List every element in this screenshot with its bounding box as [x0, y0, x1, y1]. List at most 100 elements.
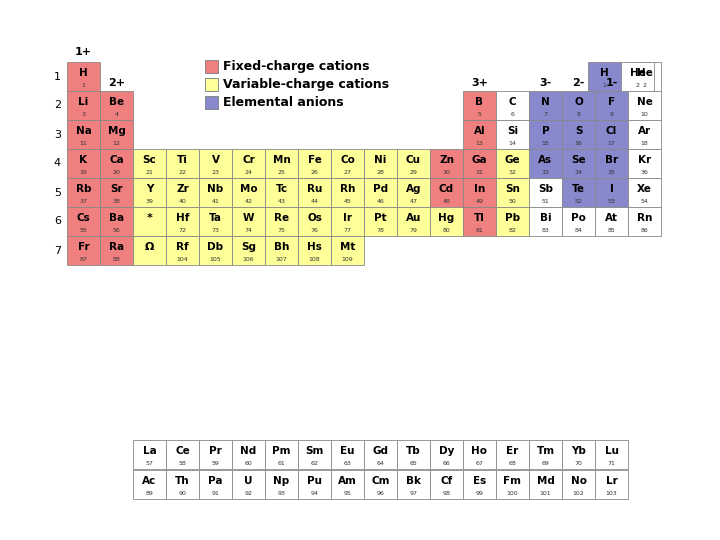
Bar — [463, 120, 496, 149]
Text: Pu: Pu — [307, 476, 322, 486]
Bar — [496, 178, 529, 207]
Text: 72: 72 — [179, 228, 186, 233]
Bar — [67, 62, 100, 91]
Text: 69: 69 — [541, 461, 549, 465]
Text: Rb: Rb — [76, 184, 91, 194]
Text: Pm: Pm — [272, 446, 291, 456]
Text: Sn: Sn — [505, 184, 520, 194]
Bar — [331, 470, 364, 499]
Text: *: * — [147, 213, 153, 222]
Text: 22: 22 — [179, 170, 186, 175]
Text: 1: 1 — [603, 83, 606, 87]
Bar — [67, 149, 100, 178]
Bar — [133, 178, 166, 207]
Text: 48: 48 — [443, 199, 451, 204]
Text: 104: 104 — [176, 256, 189, 262]
Bar — [67, 236, 100, 265]
Text: 2: 2 — [636, 83, 639, 87]
Text: 54: 54 — [641, 199, 649, 204]
Text: S: S — [575, 126, 582, 136]
Text: 14: 14 — [508, 141, 516, 146]
Bar — [166, 178, 199, 207]
Text: 18: 18 — [641, 141, 649, 146]
Text: Be: Be — [109, 97, 124, 107]
Text: Fixed-charge cations: Fixed-charge cations — [223, 60, 369, 73]
Bar — [199, 178, 232, 207]
Text: Au: Au — [406, 213, 421, 222]
Bar — [331, 207, 364, 236]
Text: 80: 80 — [443, 228, 451, 233]
Text: Tc: Tc — [276, 184, 287, 194]
Text: 83: 83 — [541, 228, 549, 233]
Bar — [463, 207, 496, 236]
Bar — [232, 207, 265, 236]
Text: 59: 59 — [212, 461, 220, 465]
Bar — [595, 440, 628, 469]
Bar — [397, 149, 430, 178]
Bar — [166, 149, 199, 178]
Text: Xe: Xe — [637, 184, 652, 194]
Bar — [364, 470, 397, 499]
Text: He: He — [636, 68, 652, 78]
Text: Tb: Tb — [406, 446, 421, 456]
Bar — [529, 440, 562, 469]
Bar — [166, 207, 199, 236]
Text: H: H — [79, 68, 88, 78]
Text: 82: 82 — [508, 228, 516, 233]
Text: Hg: Hg — [438, 213, 454, 222]
Text: Re: Re — [274, 213, 289, 222]
Bar — [463, 440, 496, 469]
Text: At: At — [605, 213, 618, 222]
Text: 70: 70 — [575, 461, 582, 465]
Text: Hf: Hf — [176, 213, 189, 222]
Text: 86: 86 — [641, 228, 649, 233]
Text: H: H — [600, 68, 609, 78]
Text: P: P — [541, 126, 549, 136]
Text: 85: 85 — [608, 228, 616, 233]
Text: Pt: Pt — [374, 213, 387, 222]
Text: Ru: Ru — [307, 184, 322, 194]
Text: K: K — [79, 155, 88, 165]
Bar — [232, 440, 265, 469]
Text: 24: 24 — [245, 170, 253, 175]
Bar — [265, 470, 298, 499]
Text: 100: 100 — [507, 491, 518, 496]
Text: 39: 39 — [145, 199, 153, 204]
Bar — [529, 120, 562, 149]
Bar — [265, 440, 298, 469]
Text: 53: 53 — [608, 199, 616, 204]
Bar — [232, 149, 265, 178]
Text: Bh: Bh — [274, 242, 289, 252]
Bar — [199, 149, 232, 178]
Text: Si: Si — [507, 126, 518, 136]
Text: 73: 73 — [212, 228, 220, 233]
Bar — [562, 440, 595, 469]
Text: 58: 58 — [179, 461, 186, 465]
Bar — [529, 207, 562, 236]
Bar — [67, 91, 100, 120]
Text: Hs: Hs — [307, 242, 322, 252]
Text: 36: 36 — [641, 170, 649, 175]
Bar — [298, 178, 331, 207]
Text: 32: 32 — [508, 170, 516, 175]
Text: Ho: Ho — [472, 446, 487, 456]
Text: C: C — [509, 97, 516, 107]
Text: Elemental anions: Elemental anions — [223, 96, 343, 109]
Text: 93: 93 — [277, 491, 286, 496]
Text: 98: 98 — [443, 491, 451, 496]
Bar — [397, 440, 430, 469]
Text: 63: 63 — [343, 461, 351, 465]
Bar — [628, 91, 661, 120]
Text: Li: Li — [78, 97, 89, 107]
Text: 6: 6 — [510, 112, 514, 117]
Text: 1+: 1+ — [75, 47, 92, 57]
Bar — [331, 236, 364, 265]
Bar — [298, 470, 331, 499]
Text: Zn: Zn — [439, 155, 454, 165]
Text: 97: 97 — [410, 491, 418, 496]
Bar — [265, 236, 298, 265]
Text: 1: 1 — [81, 83, 86, 87]
Text: Ga: Ga — [472, 155, 487, 165]
Text: 103: 103 — [606, 491, 617, 496]
Text: 107: 107 — [276, 256, 287, 262]
